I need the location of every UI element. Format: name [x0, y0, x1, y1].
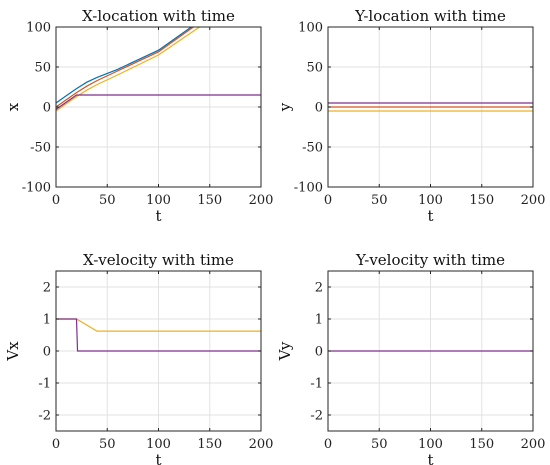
y-tick-label: -1: [38, 377, 51, 392]
x-tick-label: 100: [146, 437, 171, 452]
chart-title: Y-velocity with time: [355, 251, 505, 269]
x-tick-label: 150: [469, 437, 494, 452]
subplot-4: 0 50 100 150 200 -2 -1 0 1 2 Y-velocity with time t…: [276, 251, 545, 465]
y-tick-label: 50: [34, 61, 51, 76]
y-tick-label: -50: [302, 141, 323, 156]
y-tick-label: 0: [43, 101, 51, 116]
x-tick-label: 200: [521, 437, 546, 452]
y-axis-label: x: [4, 102, 22, 111]
y-tick-label: -1: [310, 377, 323, 392]
y-tick-label: 100: [26, 21, 51, 36]
x-axis-label: t: [155, 451, 161, 465]
y-tick-label: 100: [298, 21, 323, 36]
x-tick-label: 150: [197, 437, 222, 452]
x-tick-label: 150: [469, 193, 494, 208]
chart-title: X-velocity with time: [83, 251, 234, 269]
x-tick-label: 50: [99, 437, 116, 452]
x-tick-label: 200: [249, 437, 274, 452]
y-tick-label: 0: [315, 101, 323, 116]
subplot-3: 0 50 100 150 200 -2 -1 0 1 2 X-velocity with time t…: [4, 251, 273, 465]
y-tick-label: -50: [30, 141, 51, 156]
x-tick-label: 0: [324, 193, 332, 208]
series-line-3: [56, 27, 200, 112]
x-tick-label: 200: [521, 193, 546, 208]
x-axis-label: t: [427, 451, 433, 465]
chart-title: Y-location with time: [354, 7, 506, 25]
y-tick-label: 0: [315, 345, 323, 360]
y-tick-label: 1: [315, 313, 323, 328]
y-tick-label: -2: [310, 409, 323, 424]
x-axis-label: t: [155, 207, 161, 225]
x-tick-label: 50: [99, 193, 116, 208]
y-tick-label: -100: [22, 181, 51, 196]
subplot-1: 0 50 100 150 200 -100 -50 0 50 100 X-location with…: [4, 7, 273, 225]
chart-title: X-location with time: [82, 7, 235, 25]
x-tick-label: 100: [146, 193, 171, 208]
y-tick-label: 2: [315, 281, 323, 296]
x-tick-label: 0: [52, 193, 60, 208]
x-tick-label: 0: [324, 437, 332, 452]
x-axis-label: t: [427, 207, 433, 225]
series-line-2: [56, 318, 261, 352]
y-tick-label: 2: [43, 281, 51, 296]
series-group: [56, 318, 261, 352]
series-line-4: [56, 94, 261, 110]
x-tick-label: 50: [371, 193, 388, 208]
series-line-2: [56, 27, 194, 108]
x-tick-label: 0: [52, 437, 60, 452]
y-axis-label: y: [276, 102, 294, 112]
series-group: [56, 27, 261, 112]
series-group: [328, 102, 533, 112]
x-tick-label: 50: [371, 437, 388, 452]
y-axis-label: Vx: [4, 341, 22, 362]
x-tick-label: 200: [249, 193, 274, 208]
series-line-1: [56, 27, 192, 104]
x-tick-label: 100: [418, 193, 443, 208]
y-tick-label: 1: [43, 313, 51, 328]
y-tick-label: 50: [306, 61, 323, 76]
y-tick-label: -2: [38, 409, 51, 424]
y-tick-label: 0: [43, 345, 51, 360]
x-tick-label: 100: [418, 437, 443, 452]
x-tick-label: 150: [197, 193, 222, 208]
subplot-2: 0 50 100 150 200 -100 -50 0 50 100 Y-location with…: [276, 7, 545, 225]
y-axis-label: Vy: [276, 341, 294, 361]
y-tick-label: -100: [294, 181, 323, 196]
